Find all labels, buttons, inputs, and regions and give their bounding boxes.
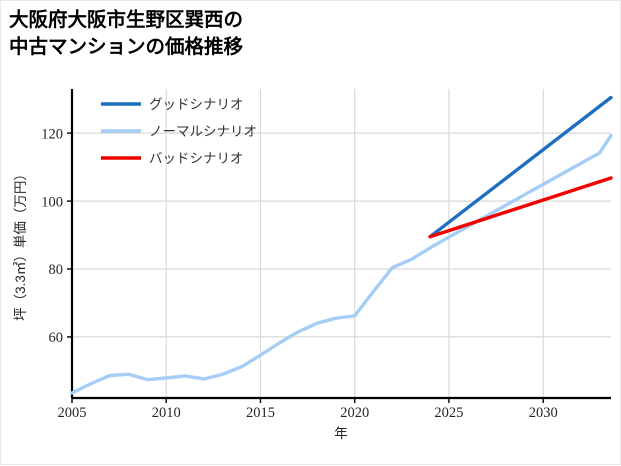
x-tick-label: 2005	[58, 405, 87, 421]
y-axis-ticks: 60 80 100 120	[41, 126, 72, 346]
y-tick-label: 80	[49, 262, 64, 278]
page-title: 大阪府大阪市生野区巽西の 中古マンションの価格推移	[9, 9, 244, 58]
x-tick-label: 2015	[246, 405, 275, 421]
y-tick-label: 100	[41, 194, 63, 210]
x-tick-label: 2010	[152, 405, 181, 421]
y-tick-label: 60	[49, 330, 64, 346]
y-axis-title: 坪（3.3㎡）単価（万円）	[13, 167, 28, 321]
x-tick-label: 2030	[529, 405, 558, 421]
x-axis-ticks: 2005 2010 2015 2020 2025 2030	[58, 398, 558, 421]
x-tick-label: 2025	[434, 405, 463, 421]
x-tick-label: 2020	[340, 405, 369, 421]
series-group	[70, 95, 613, 395]
y-tick-label: 120	[41, 126, 63, 142]
legend-label-1: ノーマルシナリオ	[149, 124, 257, 139]
series-line-normal	[70, 133, 613, 395]
x-axis-title: 年	[334, 426, 348, 441]
gridlines-group	[71, 89, 611, 398]
series-line-bad	[428, 176, 613, 239]
legend-label-2: バッドシナリオ	[149, 151, 244, 166]
series-line-good	[428, 95, 613, 239]
legend-label-0: グッドシナリオ	[149, 97, 244, 112]
